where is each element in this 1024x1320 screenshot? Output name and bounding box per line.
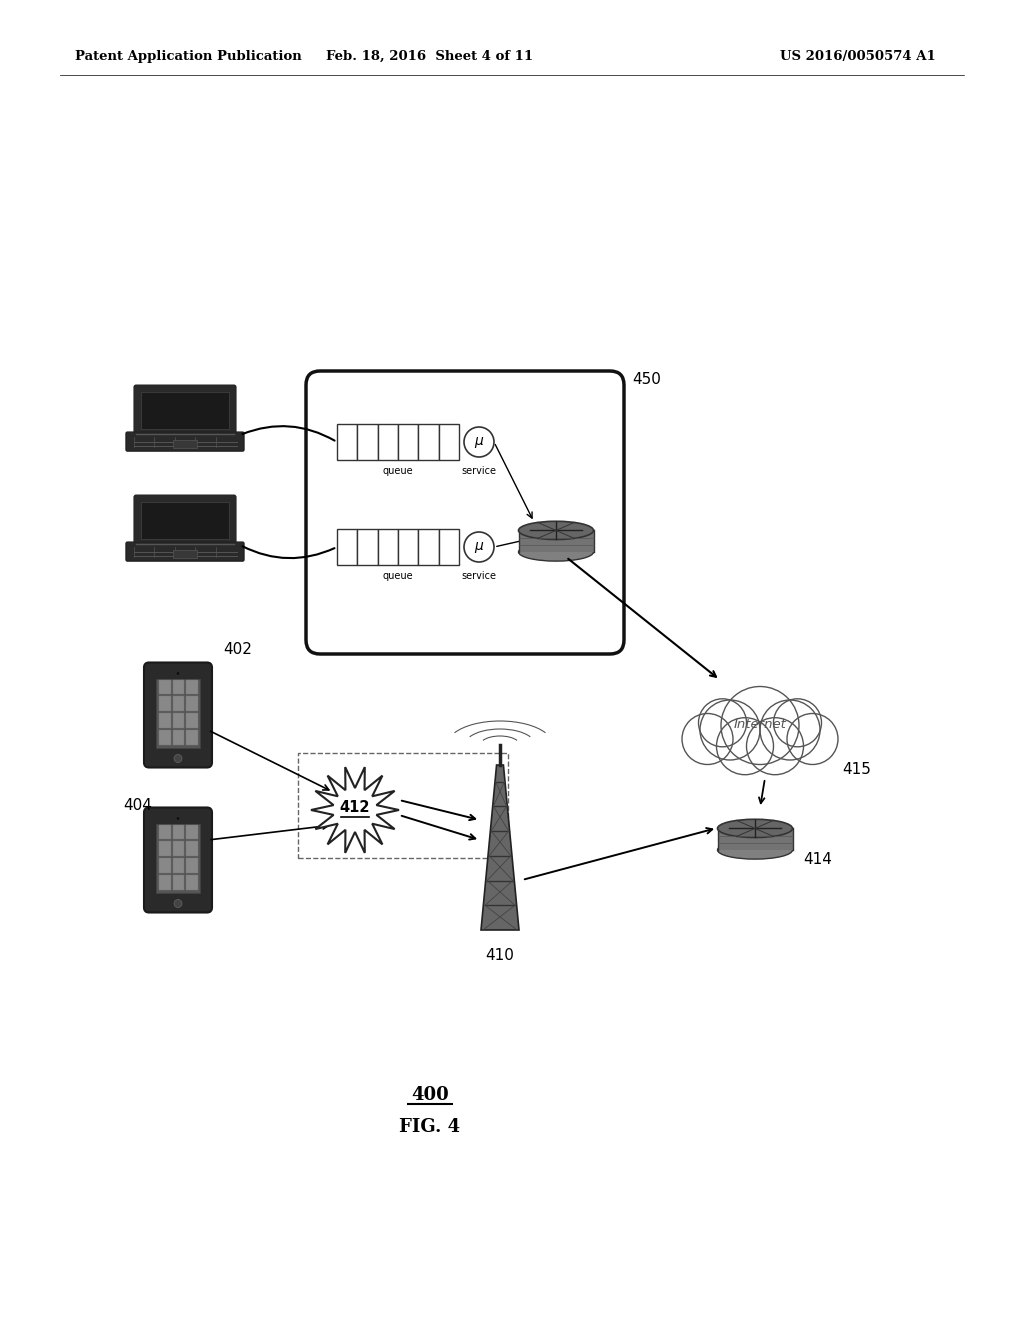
Bar (378, 424, 398, 459)
Circle shape (760, 700, 820, 760)
Bar (173, 696, 184, 711)
FancyBboxPatch shape (134, 495, 236, 545)
Text: queue: queue (383, 466, 414, 477)
Circle shape (787, 714, 838, 764)
Bar (173, 680, 184, 694)
Bar (357, 529, 378, 565)
FancyBboxPatch shape (134, 385, 236, 436)
Text: μ: μ (474, 539, 483, 553)
FancyBboxPatch shape (144, 808, 212, 912)
Bar (186, 680, 198, 694)
Bar (173, 858, 184, 873)
Bar (159, 696, 171, 711)
Bar (173, 549, 197, 557)
Bar (419, 424, 438, 459)
Circle shape (773, 698, 821, 747)
Circle shape (176, 817, 180, 821)
Ellipse shape (718, 820, 793, 837)
Bar (159, 858, 171, 873)
Text: 415: 415 (842, 763, 870, 777)
FancyBboxPatch shape (126, 543, 244, 561)
Bar (438, 424, 459, 459)
Circle shape (464, 532, 494, 562)
FancyBboxPatch shape (144, 663, 212, 767)
Bar (186, 841, 198, 855)
Text: FIG. 4: FIG. 4 (399, 1118, 461, 1137)
Bar (173, 825, 184, 840)
Polygon shape (718, 829, 793, 850)
Circle shape (464, 426, 494, 457)
Bar (159, 875, 171, 890)
Bar (186, 730, 198, 744)
Text: 450: 450 (632, 372, 660, 388)
Bar (173, 440, 197, 447)
Bar (186, 858, 198, 873)
Circle shape (176, 672, 180, 676)
Bar (419, 529, 438, 565)
Text: queue: queue (383, 572, 414, 581)
Circle shape (746, 718, 804, 775)
Polygon shape (518, 531, 594, 552)
Bar (337, 424, 357, 459)
Text: 402: 402 (223, 643, 252, 657)
Bar (186, 875, 198, 890)
Bar (156, 678, 200, 747)
Bar (159, 825, 171, 840)
Text: service: service (462, 572, 497, 581)
FancyBboxPatch shape (306, 371, 624, 653)
Polygon shape (311, 767, 399, 853)
Bar (337, 529, 357, 565)
Bar (378, 529, 398, 565)
Bar (438, 529, 459, 565)
Text: service: service (462, 466, 497, 477)
Circle shape (700, 700, 760, 760)
Bar (398, 529, 419, 565)
Bar (298, 752, 508, 858)
Bar (398, 424, 419, 459)
Polygon shape (481, 766, 519, 931)
Circle shape (174, 899, 182, 908)
Bar (159, 680, 171, 694)
Circle shape (721, 686, 799, 764)
Bar (173, 713, 184, 727)
Bar (156, 824, 200, 892)
Ellipse shape (518, 543, 594, 561)
Ellipse shape (718, 841, 793, 859)
Text: 400: 400 (411, 1086, 449, 1104)
Bar (173, 875, 184, 890)
Bar (159, 730, 171, 744)
Circle shape (698, 698, 746, 747)
Bar (186, 713, 198, 727)
Text: 414: 414 (803, 853, 831, 867)
FancyBboxPatch shape (126, 432, 244, 451)
Bar (141, 392, 229, 429)
Bar (186, 825, 198, 840)
Bar (159, 841, 171, 855)
Bar (173, 841, 184, 855)
Text: US 2016/0050574 A1: US 2016/0050574 A1 (780, 50, 936, 63)
Circle shape (717, 718, 773, 775)
Circle shape (682, 714, 733, 764)
Circle shape (174, 755, 182, 763)
Ellipse shape (518, 521, 594, 540)
Text: μ: μ (474, 434, 483, 447)
Bar (141, 502, 229, 539)
Bar (357, 424, 378, 459)
Text: 410: 410 (485, 948, 514, 964)
Text: 404: 404 (123, 797, 152, 813)
Bar (173, 730, 184, 744)
Text: Internet: Internet (733, 718, 786, 731)
Text: 412: 412 (340, 800, 371, 816)
Text: Patent Application Publication: Patent Application Publication (75, 50, 302, 63)
Bar (159, 713, 171, 727)
Text: Feb. 18, 2016  Sheet 4 of 11: Feb. 18, 2016 Sheet 4 of 11 (327, 50, 534, 63)
Bar (186, 696, 198, 711)
